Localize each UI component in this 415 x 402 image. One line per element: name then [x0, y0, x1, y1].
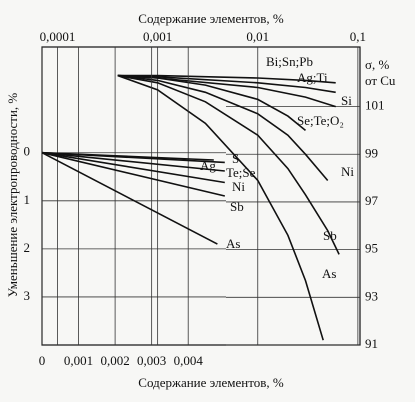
y-tick-label: 95: [365, 241, 378, 256]
series-label: Ni: [232, 179, 245, 194]
series-label: Bi;Sn;Pb: [266, 54, 313, 69]
x-tick-label: 0,01: [246, 29, 269, 44]
x-tick-label: 0,002: [100, 353, 129, 368]
x-tick-label: 0,001: [64, 353, 93, 368]
curve: [117, 74, 307, 132]
y-axis-title: σ, %: [365, 57, 390, 72]
x-tick-label: 0,0001: [40, 29, 76, 44]
x-axis-title: Содержание элементов, %: [138, 11, 284, 26]
curve: [41, 151, 225, 197]
x-tick-label: 0,004: [174, 353, 204, 368]
x-tick-label: 0,001: [143, 29, 172, 44]
series-label: S: [232, 151, 239, 166]
curve: [41, 151, 225, 184]
x-tick-label: 0,003: [137, 353, 166, 368]
series-label: Ni: [341, 164, 354, 179]
y-tick-label: 99: [365, 145, 378, 160]
series-label: Ag;Ti: [297, 70, 328, 85]
x-tick-label: 0,1: [350, 29, 366, 44]
curve: [41, 151, 225, 164]
series-label: Ag: [200, 158, 216, 173]
y-tick-label: 91: [365, 336, 378, 351]
curve: [117, 74, 329, 182]
x-axis-title: Содержание элементов, %: [138, 375, 284, 390]
y-axis-title: Уменьшение электропроводности, %: [5, 93, 20, 298]
curve: [117, 74, 324, 341]
series-label: Sb: [230, 199, 244, 214]
y-tick-label: 93: [365, 288, 378, 303]
y-tick-label: 101: [365, 98, 385, 113]
series-label: Te;Se: [226, 165, 256, 180]
y-tick-label: 0: [24, 144, 31, 159]
y-tick-label: 1: [24, 192, 31, 207]
series-label: As: [322, 266, 336, 281]
curve: [117, 74, 340, 255]
y-tick-label: 2: [24, 240, 31, 255]
curve: [41, 151, 218, 245]
series-label: As: [226, 236, 240, 251]
y-tick-label: 97: [365, 193, 379, 208]
series-label: Si: [341, 93, 352, 108]
series-label: Se;Te;O₂: [297, 113, 344, 128]
y-axis-title: от Cu: [365, 73, 396, 88]
curve: [41, 151, 225, 172]
y-tick-label: 3: [24, 288, 31, 303]
x-tick-label: 0: [39, 353, 46, 368]
series-label: Sb: [323, 228, 337, 243]
